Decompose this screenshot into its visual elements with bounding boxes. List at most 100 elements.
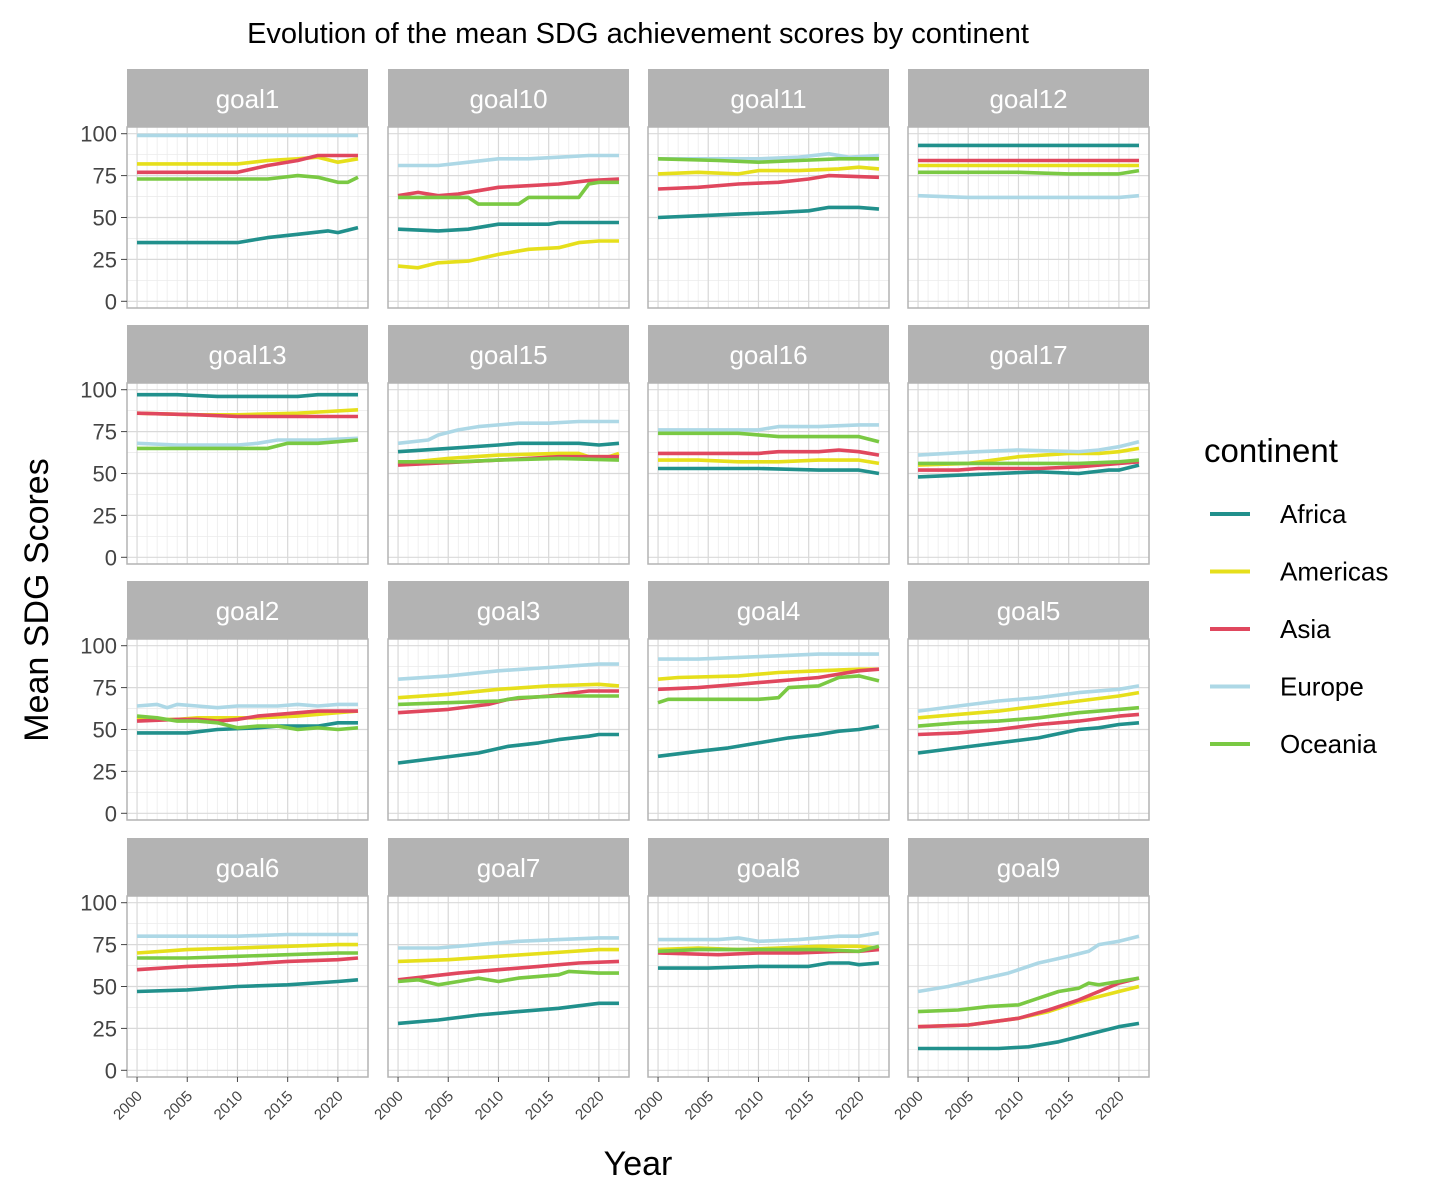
facet-strip	[648, 838, 889, 896]
y-tick-label: 75	[93, 933, 117, 958]
x-tick-label: 2005	[942, 1088, 978, 1124]
facet-strip	[388, 581, 629, 639]
series-line-oceania	[137, 173, 359, 185]
series-line-asia	[917, 976, 1140, 1029]
x-tick-label: 2000	[891, 1088, 927, 1124]
legend-label: Europe	[1280, 672, 1364, 702]
series-line-africa	[658, 961, 880, 970]
series-line-europe	[917, 934, 1140, 994]
series-line-europe	[397, 419, 619, 446]
facet-strip-label: goal2	[216, 596, 280, 626]
facet-panel-goal10: goal10	[387, 69, 630, 309]
series-line-africa	[658, 466, 880, 476]
facet-strip	[127, 838, 368, 896]
y-tick-label: 25	[93, 247, 117, 272]
series-line-americas	[136, 942, 358, 955]
x-tick-label: 2020	[832, 1088, 868, 1124]
series-line-africa	[397, 732, 619, 765]
legend-entry-asia: Asia	[1210, 614, 1331, 644]
y-axis-title: Mean SDG Scores	[18, 458, 56, 741]
series-line-oceania	[397, 694, 619, 707]
y-tick-label: 0	[105, 801, 117, 826]
x-tick-label: 2010	[732, 1088, 768, 1124]
facet-strip	[127, 69, 368, 127]
facet-panel-goal9: goal9 2000 2005 2010 2015 2020	[891, 838, 1150, 1124]
panel-border	[907, 126, 1150, 309]
x-tick-label: 2020	[572, 1088, 608, 1124]
series-line-oceania	[657, 674, 880, 705]
x-tick-label: 2005	[422, 1088, 458, 1124]
series-line-americas	[397, 239, 619, 270]
facet-strip-label: goal8	[737, 853, 801, 883]
y-tick-label: 0	[105, 545, 117, 570]
facet-panel-goal13: goal13 0 25 50 75 100	[80, 325, 369, 570]
series-line-asia	[136, 411, 358, 419]
series-line-oceania	[658, 431, 880, 444]
series-line-oceania	[398, 180, 619, 206]
series-line-europe	[917, 193, 1140, 200]
x-tick-label: 2000	[371, 1088, 407, 1124]
facet-strip	[127, 325, 368, 383]
y-tick-label: 75	[93, 420, 117, 445]
panel-border	[647, 126, 890, 309]
x-tick-label: 2015	[261, 1088, 297, 1124]
legend-entry-americas: Americas	[1210, 557, 1388, 587]
y-tick-label: 25	[93, 759, 117, 784]
y-tick-label: 100	[80, 634, 117, 659]
facet-panel-goal6: goal6 0 25 50 75 100 2000 2005 2010 2015 2020	[80, 838, 369, 1124]
series-line-asia	[657, 173, 880, 191]
facet-strip-label: goal15	[469, 340, 547, 370]
legend-label: Oceania	[1280, 729, 1377, 759]
series-line-oceania	[657, 944, 880, 954]
facet-strip-label: goal13	[208, 340, 286, 370]
facet-strip-label: goal16	[729, 340, 807, 370]
x-tick-label: 2015	[522, 1088, 558, 1124]
legend-label: Americas	[1280, 557, 1388, 587]
facet-strip-label: goal17	[989, 340, 1067, 370]
legend-title: continent	[1204, 432, 1338, 469]
series-line-europe	[917, 439, 1140, 457]
x-tick-label: 2020	[311, 1088, 347, 1124]
y-tick-label: 25	[93, 503, 117, 528]
facet-strip	[388, 838, 629, 896]
legend-label: Asia	[1280, 614, 1331, 644]
panel-border	[907, 895, 1150, 1078]
series-line-oceania	[917, 976, 1140, 1014]
x-axis-title: Year	[604, 1145, 673, 1183]
series-line-europe	[136, 436, 359, 447]
series-line-europe	[398, 153, 619, 168]
series-line-europe	[137, 932, 358, 938]
facet-panel-goal16: goal16	[647, 325, 890, 565]
panel-border	[647, 895, 890, 1078]
legend-label: Africa	[1280, 499, 1347, 529]
y-tick-label: 75	[93, 676, 117, 701]
panel-border	[387, 382, 630, 565]
facet-panel-goal12: goal12	[907, 69, 1150, 309]
facet-strip-label: goal10	[469, 84, 547, 114]
series-line-europe	[658, 652, 879, 661]
facet-strip	[388, 69, 629, 127]
series-line-oceania	[397, 969, 619, 987]
series-line-europe	[397, 662, 619, 681]
series-line-oceania	[137, 951, 358, 960]
x-tick-label: 2000	[110, 1088, 146, 1124]
x-tick-label: 2015	[1042, 1088, 1078, 1124]
series-line-oceania	[136, 714, 359, 732]
facet-panel-goal5: goal5	[907, 581, 1150, 821]
series-line-africa	[397, 1001, 619, 1026]
series-line-oceania	[917, 705, 1140, 728]
facet-strip-label: goal11	[730, 84, 806, 114]
facet-strip	[648, 325, 889, 383]
x-tick-label: 2010	[992, 1088, 1028, 1124]
series-line-asia	[657, 667, 880, 692]
x-tick-label: 2000	[631, 1088, 667, 1124]
series-line-europe	[136, 702, 358, 710]
facet-strip	[127, 581, 368, 639]
series-line-asia	[136, 956, 359, 972]
facet-strip	[388, 325, 629, 383]
panel-border	[907, 638, 1150, 821]
facet-strip	[908, 325, 1149, 383]
facet-strip-label: goal4	[737, 596, 801, 626]
series-line-africa	[136, 978, 359, 994]
